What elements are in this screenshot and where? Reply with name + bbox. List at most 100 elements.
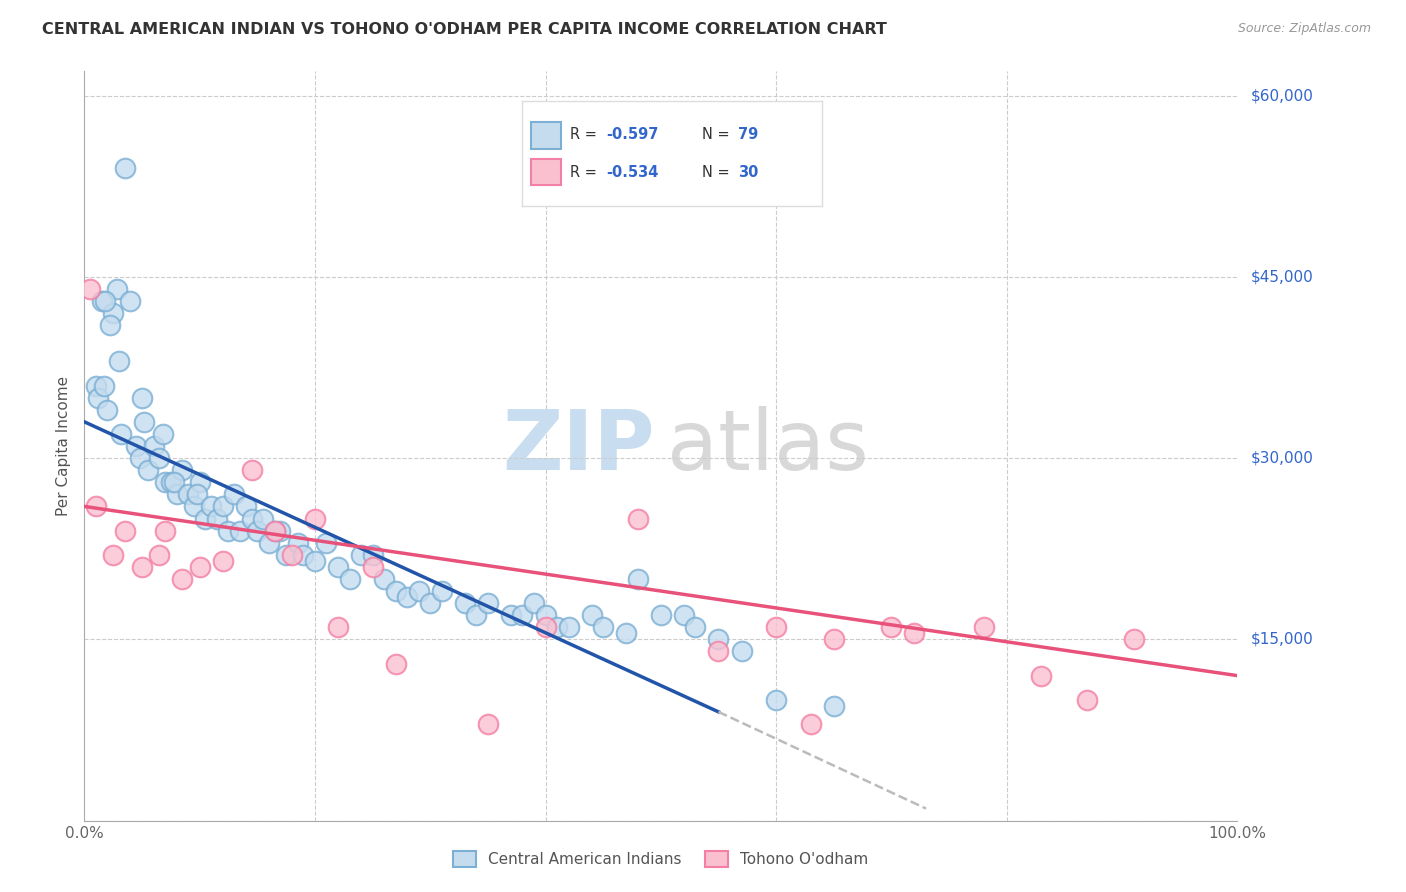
- Point: [304, 511, 326, 525]
- Point: [973, 620, 995, 634]
- Point: [240, 511, 263, 525]
- Point: [172, 572, 194, 586]
- Point: [105, 282, 128, 296]
- Point: [246, 524, 269, 538]
- Point: [183, 500, 205, 514]
- Point: [304, 554, 326, 568]
- Legend: Central American Indians, Tohono O'odham: Central American Indians, Tohono O'odham: [447, 845, 875, 873]
- Point: [350, 548, 373, 562]
- Point: [84, 500, 107, 514]
- Point: [177, 487, 200, 501]
- Point: [707, 632, 730, 647]
- Point: [90, 293, 112, 308]
- Point: [672, 608, 695, 623]
- Point: [211, 554, 233, 568]
- Point: [292, 548, 315, 562]
- Point: [396, 590, 419, 604]
- Point: [512, 608, 534, 623]
- Point: [94, 293, 117, 308]
- Text: atlas: atlas: [666, 406, 869, 486]
- Text: $45,000: $45,000: [1251, 269, 1315, 285]
- Point: [93, 378, 115, 392]
- Point: [408, 584, 430, 599]
- Point: [98, 318, 121, 333]
- Point: [110, 426, 132, 441]
- Point: [114, 161, 136, 175]
- Point: [186, 487, 208, 501]
- Point: [200, 500, 222, 514]
- Point: [136, 463, 159, 477]
- Text: $15,000: $15,000: [1251, 632, 1315, 647]
- Text: Source: ZipAtlas.com: Source: ZipAtlas.com: [1237, 22, 1371, 36]
- Point: [163, 475, 186, 490]
- Point: [218, 524, 240, 538]
- Point: [131, 391, 153, 405]
- Point: [224, 487, 246, 501]
- Point: [79, 282, 101, 296]
- Point: [103, 548, 124, 562]
- Point: [131, 559, 153, 574]
- Point: [707, 644, 730, 658]
- Point: [142, 439, 165, 453]
- Point: [229, 524, 252, 538]
- Point: [211, 500, 233, 514]
- Text: $30,000: $30,000: [1251, 450, 1315, 466]
- Point: [592, 620, 614, 634]
- Point: [534, 620, 557, 634]
- Point: [523, 596, 546, 610]
- Y-axis label: Per Capita Income: Per Capita Income: [56, 376, 72, 516]
- Point: [465, 608, 488, 623]
- Point: [114, 524, 136, 538]
- Point: [103, 306, 124, 320]
- Point: [252, 511, 274, 525]
- Point: [419, 596, 441, 610]
- Point: [557, 620, 579, 634]
- Point: [534, 608, 557, 623]
- Point: [276, 548, 298, 562]
- Point: [880, 620, 903, 634]
- Point: [384, 657, 406, 671]
- Point: [650, 608, 672, 623]
- Point: [903, 626, 925, 640]
- Point: [194, 511, 217, 525]
- Point: [454, 596, 477, 610]
- Point: [152, 426, 174, 441]
- Point: [153, 524, 176, 538]
- Point: [257, 535, 280, 549]
- Text: ZIP: ZIP: [502, 406, 655, 486]
- Text: CENTRAL AMERICAN INDIAN VS TOHONO O'ODHAM PER CAPITA INCOME CORRELATION CHART: CENTRAL AMERICAN INDIAN VS TOHONO O'ODHA…: [42, 22, 887, 37]
- Point: [823, 698, 845, 713]
- Point: [263, 524, 285, 538]
- Point: [128, 451, 150, 466]
- Point: [730, 644, 752, 658]
- Point: [148, 548, 170, 562]
- Point: [627, 572, 650, 586]
- Point: [614, 626, 637, 640]
- Point: [188, 559, 211, 574]
- Point: [87, 391, 110, 405]
- Point: [1031, 668, 1053, 682]
- Point: [148, 451, 170, 466]
- Point: [1122, 632, 1144, 647]
- Point: [120, 293, 142, 308]
- Point: [240, 463, 263, 477]
- Point: [361, 559, 384, 574]
- Point: [166, 487, 188, 501]
- Point: [477, 596, 499, 610]
- Point: [546, 620, 568, 634]
- Point: [627, 511, 650, 525]
- Point: [205, 511, 228, 525]
- Point: [160, 475, 183, 490]
- Point: [800, 717, 823, 731]
- Point: [125, 439, 148, 453]
- Point: [765, 620, 787, 634]
- Point: [581, 608, 603, 623]
- Point: [281, 548, 304, 562]
- Point: [188, 475, 211, 490]
- Point: [685, 620, 707, 634]
- Point: [153, 475, 176, 490]
- Point: [1076, 693, 1098, 707]
- Point: [315, 535, 337, 549]
- Point: [339, 572, 361, 586]
- Point: [430, 584, 453, 599]
